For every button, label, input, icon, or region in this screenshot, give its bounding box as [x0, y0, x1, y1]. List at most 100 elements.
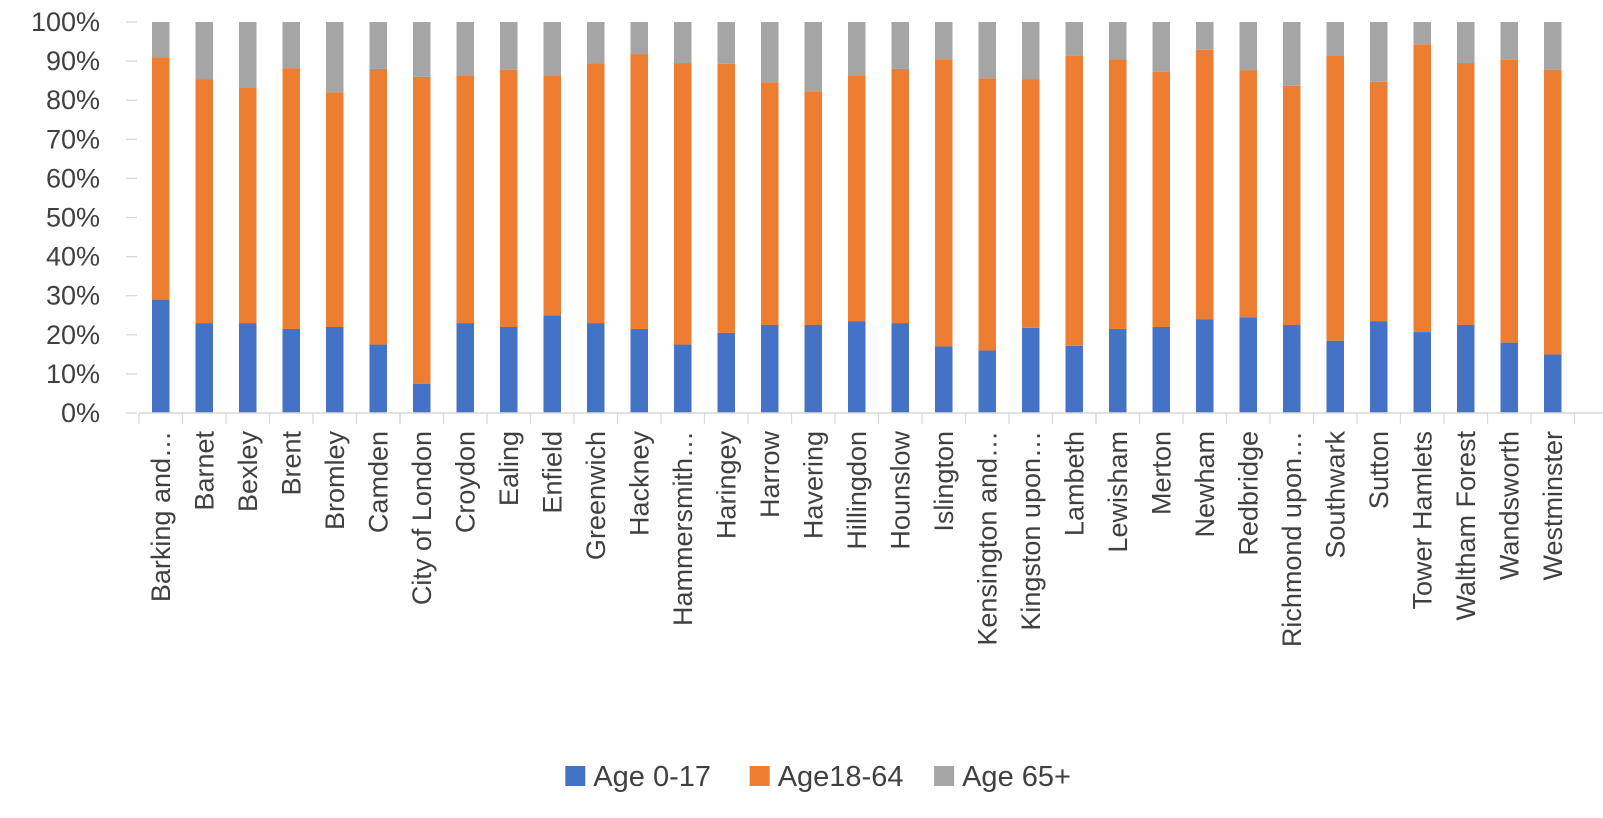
bar-segment-age-0-17: [500, 326, 518, 413]
x-tick-label: Enfield: [537, 431, 567, 514]
bar-segment-age-0-17: [1109, 328, 1127, 413]
bar-segment-age-65-plus: [500, 22, 518, 70]
bar-segment-age-18-64: [413, 76, 431, 384]
bar-segment-age-18-64: [543, 75, 561, 316]
bar-segment-age-0-17: [543, 315, 561, 413]
bar-segment-age-65-plus: [152, 22, 170, 58]
y-tick-label: 70%: [46, 124, 100, 154]
bar-segment-age-65-plus: [1544, 22, 1562, 70]
bar-segment-age-65-plus: [935, 22, 953, 60]
x-tick-label: Ealing: [494, 431, 524, 506]
bar-segment-age-18-64: [500, 69, 518, 327]
bar-segment-age-18-64: [195, 79, 213, 324]
x-tick-label: Newham: [1190, 431, 1220, 538]
x-tick-label: Brent: [276, 431, 306, 496]
bar-segment-age-18-64: [674, 63, 692, 345]
bar-segment-age-65-plus: [761, 22, 779, 83]
legend-swatch: [565, 766, 586, 786]
bar-segment-age-65-plus: [456, 22, 474, 76]
bar-segment-age-0-17: [1326, 340, 1344, 413]
bar-segment-age-18-64: [848, 75, 866, 322]
x-tick-label: Merton: [1146, 431, 1176, 515]
y-tick-label: 80%: [46, 85, 100, 115]
bars: [152, 22, 1562, 413]
bar-segment-age-18-64: [587, 63, 605, 324]
bar-segment-age-65-plus: [1152, 22, 1170, 72]
x-tick-label: Barnet: [189, 431, 219, 511]
y-tick-label: 60%: [46, 163, 100, 193]
x-tick-label: Lewisham: [1103, 431, 1133, 553]
x-tick-label: Havering: [798, 431, 828, 539]
bar-segment-age-65-plus: [848, 22, 866, 76]
bar-segment-age-18-64: [282, 68, 300, 329]
bar-segment-age-0-17: [413, 383, 431, 413]
bar-segment-age-0-17: [630, 328, 648, 413]
bar-segment-age-18-64: [1065, 55, 1083, 346]
bar-segment-age-65-plus: [630, 22, 648, 55]
bar-segment-age-0-17: [891, 323, 909, 413]
bar-segment-age-0-17: [282, 328, 300, 413]
bar-segment-age-65-plus: [1500, 22, 1518, 60]
bar-segment-age-0-17: [1152, 326, 1170, 413]
legend-label: Age 0-17: [593, 761, 711, 793]
bar-segment-age-0-17: [1196, 319, 1214, 413]
y-axis-ticks: 0% 10% 20% 30% 40% 50% 60% 70% 80% 90% 100%: [31, 7, 100, 428]
x-tick-label: Kingston upon…: [1016, 431, 1046, 631]
bar-segment-age-0-17: [1457, 325, 1475, 413]
bar-segment-age-0-17: [848, 321, 866, 413]
bar-segment-age-0-17: [239, 323, 257, 413]
x-tick-label: Sutton: [1364, 431, 1394, 509]
legend-swatch: [934, 766, 955, 786]
y-tick-label: 30%: [46, 281, 100, 311]
bar-segment-age-65-plus: [195, 22, 213, 80]
bar-segment-age-18-64: [1500, 59, 1518, 343]
x-tick-label: Hillingdon: [842, 431, 872, 550]
bar-segment-age-18-64: [326, 92, 344, 327]
x-tick-label: Harrow: [755, 431, 785, 519]
bar-segment-age-0-17: [674, 344, 692, 413]
bar-segment-age-0-17: [587, 323, 605, 413]
x-tick-label: Greenwich: [581, 431, 611, 560]
bar-segment-age-18-64: [761, 82, 779, 326]
y-tick-label: 10%: [46, 359, 100, 389]
bar-segment-age-65-plus: [1196, 22, 1214, 50]
x-tick-label: Islington: [929, 431, 959, 532]
bar-segment-age-65-plus: [1022, 22, 1040, 80]
x-tick-label: Croydon: [450, 431, 480, 533]
bar-segment-age-18-64: [978, 78, 996, 351]
bar-segment-age-0-17: [369, 344, 387, 413]
bar-segment-age-65-plus: [804, 22, 822, 92]
bar-segment-age-0-17: [1413, 332, 1431, 413]
x-tick-label: Westminster: [1538, 431, 1568, 581]
x-tick-label: Lambeth: [1059, 431, 1089, 536]
x-axis-labels: Barking and… Barnet Bexley Brent Bromley Camd…: [146, 431, 1568, 648]
x-tick-label: Hackney: [624, 431, 654, 537]
bar-segment-age-18-64: [1239, 70, 1257, 318]
x-tick-label: Southwark: [1320, 431, 1350, 559]
y-tick-label: 20%: [46, 320, 100, 350]
bar-segment-age-0-17: [717, 332, 735, 413]
bar-segment-age-18-64: [717, 63, 735, 333]
x-tick-label: Wandsworth: [1494, 431, 1524, 580]
bar-segment-age-0-17: [152, 299, 170, 413]
y-tick-label: 100%: [31, 7, 100, 37]
bar-segment-age-18-64: [456, 75, 474, 324]
bar-segment-age-65-plus: [674, 22, 692, 64]
bar-segment-age-0-17: [1022, 327, 1040, 413]
bar-segment-age-65-plus: [239, 22, 257, 88]
bar-segment-age-0-17: [326, 326, 344, 413]
bar-segment-age-0-17: [456, 323, 474, 413]
bar-segment-age-0-17: [1544, 354, 1562, 413]
x-tick-label: Bexley: [233, 431, 263, 513]
bar-segment-age-65-plus: [1413, 22, 1431, 45]
x-tick-label: Hounslow: [885, 431, 915, 550]
bar-segment-age-65-plus: [543, 22, 561, 76]
bar-segment-age-0-17: [1239, 317, 1257, 413]
bar-segment-age-65-plus: [326, 22, 344, 93]
bar-segment-age-0-17: [761, 325, 779, 413]
bar-segment-age-0-17: [804, 325, 822, 413]
x-tick-label: City of London: [407, 431, 437, 605]
bar-segment-age-65-plus: [1283, 22, 1301, 86]
x-tick-label: Camden: [363, 431, 393, 533]
